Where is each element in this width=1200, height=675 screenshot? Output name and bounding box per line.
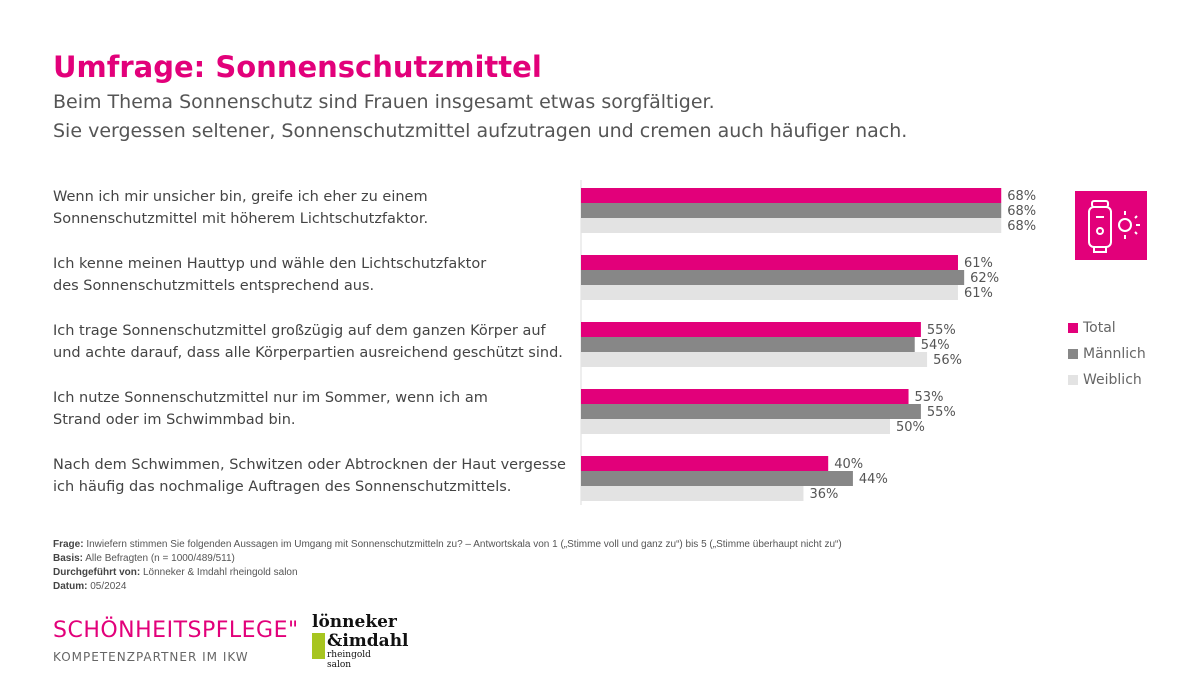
data-label: 54% [921, 338, 950, 353]
legend-label: Männlich [1083, 346, 1146, 362]
basis-label: Basis: [53, 553, 84, 564]
logo-green-mark [312, 633, 325, 659]
bar-total [581, 456, 829, 471]
subtitle-line-1: Beim Thema Sonnenschutz sind Frauen insg… [53, 91, 715, 113]
statement-line: Ich trage Sonnenschutzmittel großzügig a… [53, 323, 546, 339]
legend-item: Weiblich [1068, 372, 1142, 388]
statement-label: Ich nutze Sonnenschutzmittel nur im Somm… [53, 387, 573, 431]
data-label: 50% [896, 420, 925, 435]
bar-männlich [581, 203, 1002, 218]
legend-swatch [1068, 349, 1078, 359]
bar-weiblich [581, 419, 890, 434]
durch-text: Lönneker & Imdahl rheingold salon [140, 567, 298, 578]
data-label: 40% [834, 457, 863, 472]
frage-label: Frage: [53, 539, 84, 550]
data-label: 53% [915, 390, 944, 405]
legend-label: Total [1083, 320, 1116, 336]
sunscreen-sun-icon [1075, 191, 1147, 260]
schoenheitspflege-logo: SCHÖNHEITSPFLEGE" [53, 618, 299, 643]
bar-total [581, 389, 909, 404]
statement-line: ich häufig das nochmalige Auftragen des … [53, 479, 512, 495]
bar-total [581, 322, 921, 337]
bar-weiblich [581, 486, 804, 501]
subtitle-line-2: Sie vergessen seltener, Sonnenschutzmitt… [53, 120, 908, 142]
data-label: 56% [933, 353, 962, 368]
legend-swatch [1068, 323, 1078, 333]
legend-label: Weiblich [1083, 372, 1142, 388]
statement-line: und achte darauf, dass alle Körperpartie… [53, 345, 563, 361]
logo-line-3: rheingold salon [327, 650, 371, 670]
statement-label: Ich trage Sonnenschutzmittel großzügig a… [53, 320, 573, 364]
bar-weiblich [581, 285, 958, 300]
page-title: Umfrage: Sonnenschutzmittel [53, 50, 542, 84]
statement-line: Nach dem Schwimmen, Schwitzen oder Abtro… [53, 457, 566, 473]
logo-line-1: lönneker [312, 612, 397, 632]
statement-line: Sonnenschutzmittel mit höherem Lichtschu… [53, 211, 429, 227]
footnote-frage: Frage: Inwiefern stimmen Sie folgenden A… [53, 539, 842, 550]
datum-text: 05/2024 [87, 581, 127, 592]
loenneker-imdahl-logo: lönneker &imdahl rheingold salon [312, 612, 409, 670]
data-label: 61% [964, 256, 993, 271]
statement-label: Ich kenne meinen Hauttyp und wähle den L… [53, 253, 573, 297]
basis-text: Alle Befragten (n = 1000/489/511) [83, 553, 235, 564]
data-label: 68% [1007, 189, 1036, 204]
statement-label: Wenn ich mir unsicher bin, greife ich eh… [53, 186, 573, 230]
bar-total [581, 188, 1002, 203]
data-label: 62% [970, 271, 999, 286]
legend-swatch [1068, 375, 1078, 385]
footnote-basis: Basis: Alle Befragten (n = 1000/489/511) [53, 553, 235, 564]
datum-label: Datum: [53, 581, 88, 592]
bar-männlich [581, 337, 915, 352]
schoenheitspflege-logo-subtitle: KOMPETENZPARTNER IM IKW [53, 650, 249, 664]
frage-text: Inwiefern stimmen Sie folgenden Aussagen… [83, 539, 842, 550]
statement-line: Strand oder im Schwimmbad bin. [53, 412, 296, 428]
bar-weiblich [581, 352, 928, 367]
statement-line: des Sonnenschutzmittels entsprechend aus… [53, 278, 375, 294]
data-label: 36% [809, 487, 838, 502]
legend-item: Total [1068, 320, 1116, 336]
bar-total [581, 255, 958, 270]
data-label: 61% [964, 286, 993, 301]
footnote-durchgefuehrt: Durchgeführt von: Lönneker & Imdahl rhei… [53, 567, 298, 578]
logo-line-2: &imdahl [327, 631, 409, 651]
footnote-datum: Datum: 05/2024 [53, 581, 126, 592]
bar-männlich [581, 471, 853, 486]
durch-label: Durchgeführt von: [53, 567, 141, 578]
statement-line: Ich kenne meinen Hauttyp und wähle den L… [53, 256, 487, 272]
data-label: 68% [1007, 204, 1036, 219]
legend-item: Männlich [1068, 346, 1146, 362]
bar-weiblich [581, 218, 1002, 233]
bar-männlich [581, 404, 921, 419]
data-label: 44% [859, 472, 888, 487]
data-label: 68% [1007, 219, 1036, 234]
bar-männlich [581, 270, 965, 285]
statement-line: Wenn ich mir unsicher bin, greife ich eh… [53, 189, 428, 205]
statement-label: Nach dem Schwimmen, Schwitzen oder Abtro… [53, 454, 573, 498]
data-label: 55% [927, 405, 956, 420]
statement-line: Ich nutze Sonnenschutzmittel nur im Somm… [53, 390, 488, 406]
data-label: 55% [927, 323, 956, 338]
